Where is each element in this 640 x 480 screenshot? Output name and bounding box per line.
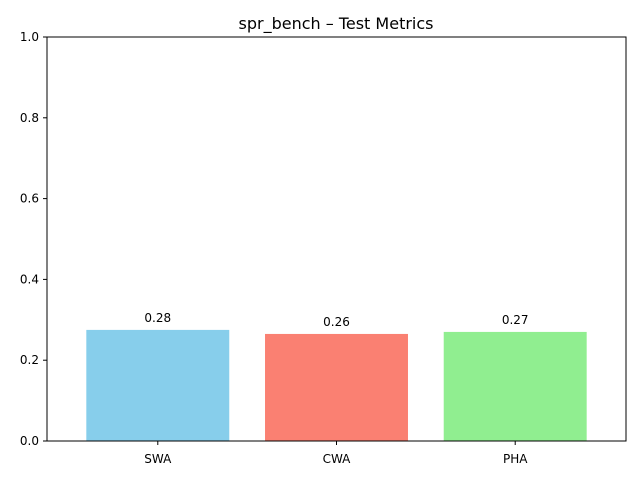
bar-swa (86, 329, 230, 441)
chart-title: spr_bench – Test Metrics (239, 14, 434, 34)
y-tick-label: 1.0 (20, 30, 39, 44)
y-tick-label: 0.4 (20, 272, 39, 286)
x-tick-label-swa: SWA (144, 452, 172, 466)
y-tick-label: 0.8 (20, 111, 39, 125)
y-tick-label: 0.6 (20, 192, 39, 206)
data-label-swa: 0.28 (144, 311, 171, 325)
bar-cwa (265, 333, 408, 441)
y-tick-label: 0.2 (20, 353, 39, 367)
x-tick-label-pha: PHA (503, 452, 528, 466)
bar-pha (443, 331, 587, 441)
data-label-cwa: 0.26 (323, 315, 350, 329)
data-label-pha: 0.27 (502, 313, 529, 327)
plot-frame (46, 36, 627, 442)
plot-area: 0.28 SWA 0.26 CWA 0.27 PHA 0.0 0.2 0.4 0.6 0.8 1.0 (20, 30, 627, 466)
y-tick-label: 0.0 (20, 434, 39, 448)
x-tick-label-cwa: CWA (323, 452, 352, 466)
